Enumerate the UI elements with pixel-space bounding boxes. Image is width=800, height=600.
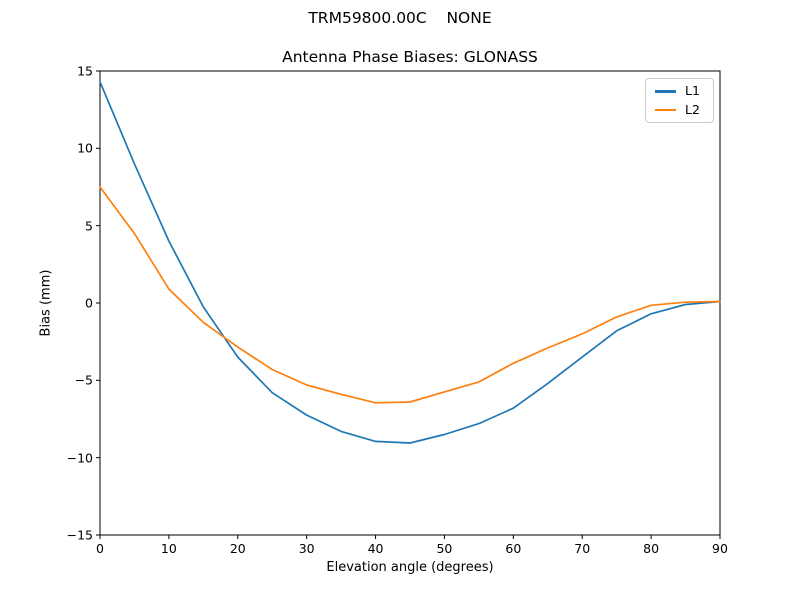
legend-line-l2-icon: [655, 108, 676, 111]
axes-frame: [99, 70, 721, 536]
figure-title: TRM59800.00C NONE: [308, 9, 492, 27]
x-axis-label: Elevation angle (degrees): [326, 560, 494, 575]
legend-line-l1-icon: [655, 90, 676, 93]
legend-label-l1: L1: [685, 83, 700, 98]
legend: L1 L2: [645, 78, 714, 123]
legend-item-l1: L1: [655, 83, 704, 98]
series-L1: [99, 80, 721, 444]
chart-title: Antenna Phase Biases: GLONASS: [282, 48, 538, 66]
series-L2: [99, 186, 721, 404]
legend-label-l2: L2: [685, 101, 700, 117]
y-axis-label: Bias (mm): [38, 269, 54, 337]
legend-item-l2: L2: [655, 101, 704, 117]
